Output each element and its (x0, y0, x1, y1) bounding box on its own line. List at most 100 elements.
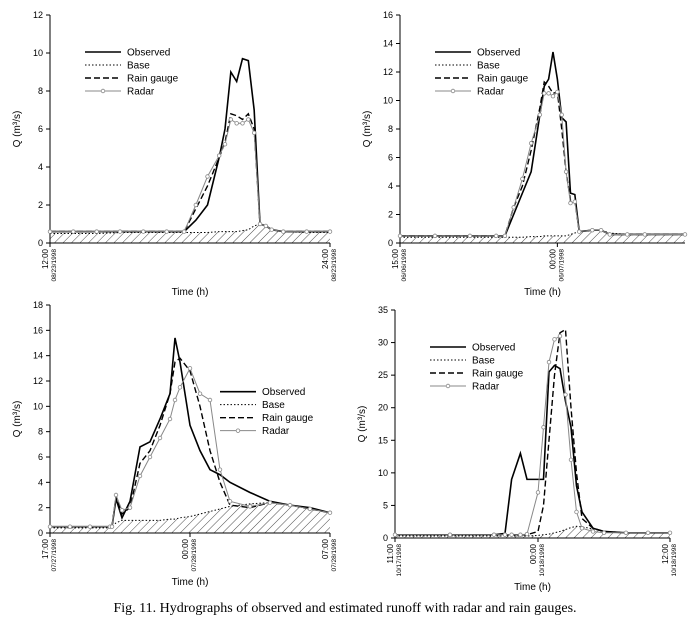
y-tick-label: 25 (378, 370, 388, 380)
y-tick-label: 4 (38, 477, 43, 487)
y-tick-label: 35 (378, 305, 388, 315)
legend-label: Radar (477, 87, 505, 98)
radar-marker (607, 232, 613, 237)
x-tick-date: 10/18/1998 (671, 544, 678, 577)
legend-label: Observed (477, 48, 520, 59)
base-area (50, 224, 330, 243)
radar-marker (205, 174, 210, 179)
radar-marker (172, 397, 178, 403)
y-tick-label: 0 (38, 238, 43, 248)
radar-marker (216, 153, 222, 158)
legend-label: Radar (472, 382, 500, 393)
radar-marker (304, 229, 309, 234)
radar-marker (568, 200, 573, 206)
radar-marker (598, 227, 604, 233)
radar-marker (572, 199, 578, 204)
radar-marker (623, 530, 629, 535)
x-axis-title: Time (h) (172, 577, 209, 588)
radar-marker (590, 529, 596, 534)
radar-marker (327, 510, 333, 515)
radar-marker (234, 121, 239, 126)
radar-marker (227, 499, 233, 504)
radar-marker (397, 233, 403, 239)
legend-label: Rain gauge (472, 369, 524, 380)
radar-marker (502, 233, 508, 239)
series-line (50, 502, 331, 529)
legend-label: Rain gauge (127, 74, 179, 85)
y-tick-label: 2 (38, 200, 43, 210)
radar-marker (601, 530, 607, 535)
radar-marker (127, 505, 133, 510)
radar-marker (193, 202, 199, 208)
radar-marker (263, 223, 269, 229)
x-tick-label: 00:00 (181, 538, 190, 559)
chart: 0 2 4 6 8 10 12 14 16 15:00 06/06/1998 00:00 06/07/1… (362, 10, 688, 298)
radar-marker (67, 524, 73, 529)
x-tick-label: 07:00 (321, 538, 330, 559)
radar-marker (563, 392, 568, 397)
radar-marker (281, 229, 286, 234)
radar-marker (187, 366, 193, 371)
radar-marker (327, 229, 333, 234)
radar-marker (518, 532, 523, 537)
radar-marker (392, 532, 398, 537)
radar-marker (164, 229, 169, 234)
y-tick-label: 6 (38, 452, 43, 462)
radar-marker (113, 492, 119, 498)
radar-marker (287, 502, 293, 508)
y-tick-label: 12 (383, 67, 393, 77)
radar-marker (524, 531, 530, 537)
legend-marker (445, 383, 451, 389)
series-line (50, 357, 331, 528)
radar-marker (240, 121, 245, 126)
radar-marker (167, 416, 173, 422)
base-area (400, 230, 685, 243)
radar-marker (546, 91, 551, 96)
y-axis-title: Q (m³/s) (12, 401, 23, 438)
y-tick-label: 6 (38, 124, 43, 134)
legend-label: Base (477, 61, 500, 72)
caption: Fig. 11. Hydrographs of observed and est… (113, 601, 576, 616)
radar-marker (71, 229, 76, 234)
radar-marker (251, 130, 257, 135)
y-tick-label: 30 (378, 338, 388, 348)
radar-marker (432, 233, 438, 239)
radar-marker (228, 117, 234, 122)
radar-marker (222, 141, 228, 147)
y-tick-label: 2 (38, 503, 43, 513)
radar-marker (493, 233, 499, 239)
radar-marker (137, 473, 143, 479)
radar-marker (147, 454, 153, 460)
legend-marker (100, 88, 106, 94)
legend-marker (235, 428, 241, 433)
radar-marker (520, 176, 525, 182)
x-tick-label: 12:00 (41, 248, 50, 269)
y-tick-label: 18 (33, 300, 43, 310)
radar-marker (625, 232, 630, 237)
legend-label: Rain gauge (477, 74, 529, 85)
x-tick-label: 17:00 (41, 538, 50, 559)
radar-marker (542, 91, 547, 96)
y-tick-label: 14 (383, 39, 393, 49)
radar-marker (269, 227, 274, 232)
x-tick-date: 06/07/1998 (558, 249, 565, 282)
x-tick-date: 10/17/1998 (396, 544, 403, 577)
radar-marker (563, 169, 569, 174)
radar-marker (177, 385, 183, 390)
radar-marker (528, 141, 534, 146)
y-tick-label: 10 (378, 468, 388, 478)
radar-marker (667, 530, 673, 535)
radar-marker (509, 532, 514, 537)
radar-marker (47, 229, 53, 234)
radar-marker (557, 333, 563, 339)
radar-marker (119, 508, 125, 513)
radar-marker (94, 229, 99, 234)
radar-marker (246, 117, 251, 122)
y-tick-label: 4 (388, 181, 393, 191)
radar-marker (181, 229, 187, 234)
base-area (395, 526, 670, 538)
radar-marker (555, 89, 560, 95)
